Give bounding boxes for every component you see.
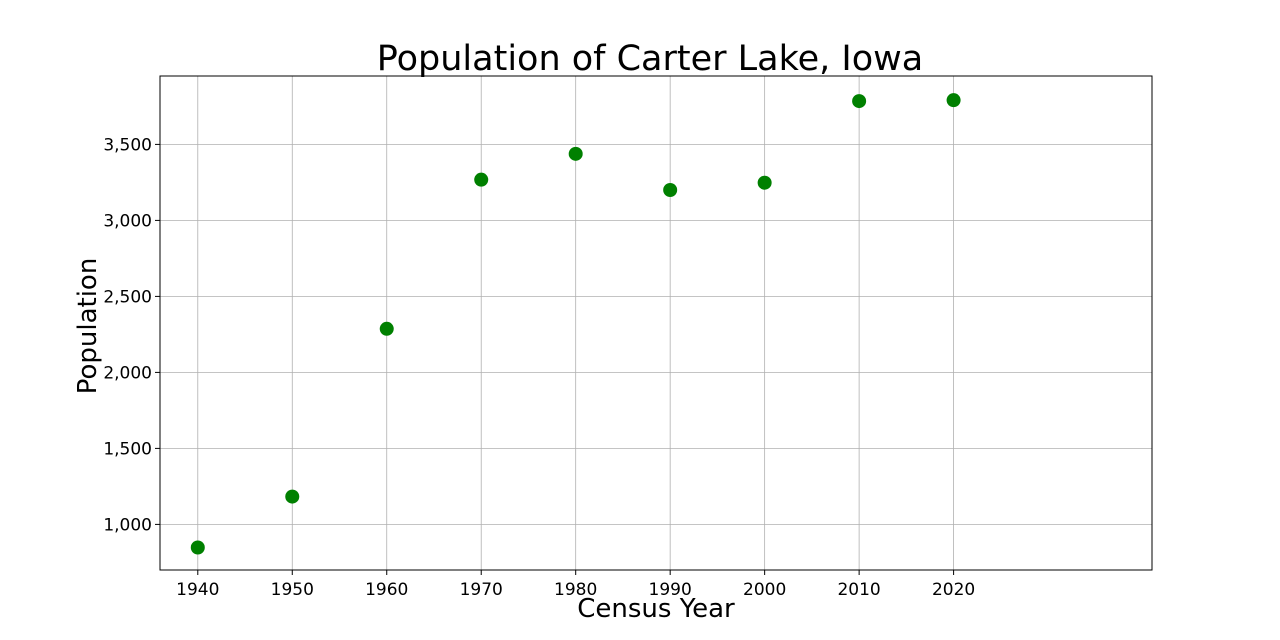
y-tick-label: 3,500 bbox=[103, 135, 152, 155]
data-point bbox=[285, 489, 300, 504]
x-tick-label: 1960 bbox=[365, 580, 408, 600]
data-point bbox=[852, 94, 867, 109]
x-tick-label: 1970 bbox=[460, 580, 503, 600]
y-tick-label: 2,500 bbox=[103, 287, 152, 307]
plot-frame bbox=[159, 75, 1153, 571]
x-tick-label: 2000 bbox=[743, 580, 786, 600]
y-axis-label: Population bbox=[73, 258, 103, 395]
grid bbox=[160, 76, 1152, 570]
data-points bbox=[190, 93, 961, 555]
x-tick-label: 2020 bbox=[932, 580, 975, 600]
x-tick-label: 1980 bbox=[554, 580, 597, 600]
y-tick-label: 1,000 bbox=[103, 515, 152, 535]
y-tick-label: 2,000 bbox=[103, 363, 152, 383]
data-point bbox=[568, 146, 583, 161]
y-tick-label: 1,500 bbox=[103, 439, 152, 459]
data-point bbox=[663, 183, 678, 197]
data-point bbox=[474, 172, 489, 187]
data-point bbox=[190, 540, 205, 555]
x-tick-label: 1990 bbox=[649, 580, 692, 600]
x-tick-label: 1950 bbox=[271, 580, 314, 600]
data-point bbox=[757, 175, 772, 190]
axis-ticks: 1940 1950 1960 1970 1980 1990 2000 2010 2020 1,00… bbox=[103, 135, 975, 600]
y-tick-label: 3,000 bbox=[103, 211, 152, 231]
chart-title: Population of Carter Lake, Iowa bbox=[377, 39, 923, 79]
data-point bbox=[946, 93, 961, 108]
x-tick-label: 2010 bbox=[837, 580, 880, 600]
x-tick-label: 1940 bbox=[176, 580, 219, 600]
data-point bbox=[379, 321, 394, 336]
x-axis-label: Census Year bbox=[577, 594, 735, 624]
